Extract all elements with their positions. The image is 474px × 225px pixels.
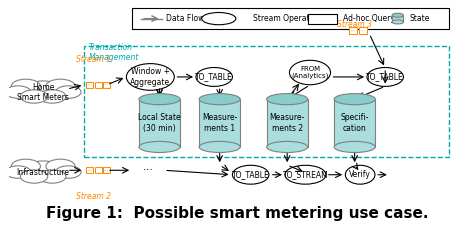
Circle shape xyxy=(20,170,48,183)
Bar xyxy=(132,8,449,29)
Ellipse shape xyxy=(285,165,326,184)
Circle shape xyxy=(11,159,40,173)
Text: Verify: Verify xyxy=(349,170,371,179)
Circle shape xyxy=(46,159,75,173)
Text: ···: ··· xyxy=(104,82,109,87)
Ellipse shape xyxy=(290,60,330,85)
Bar xyxy=(103,82,110,88)
Circle shape xyxy=(5,86,31,98)
Ellipse shape xyxy=(267,94,308,105)
Bar xyxy=(84,46,449,157)
Text: Stream 2: Stream 2 xyxy=(76,192,111,201)
Circle shape xyxy=(46,79,75,93)
Text: Infrastructure: Infrastructure xyxy=(17,168,70,177)
Text: Specifi-
cation: Specifi- cation xyxy=(340,113,369,133)
Bar xyxy=(349,27,357,34)
Circle shape xyxy=(24,161,62,180)
Text: Local State
(30 min): Local State (30 min) xyxy=(138,113,181,133)
Text: Window +
Aggregate: Window + Aggregate xyxy=(130,67,171,87)
Bar xyxy=(359,27,367,34)
Ellipse shape xyxy=(139,94,180,105)
Text: TO_TABLE: TO_TABLE xyxy=(232,170,270,179)
Ellipse shape xyxy=(367,68,403,86)
Bar xyxy=(95,167,101,173)
Text: State: State xyxy=(410,14,430,23)
Ellipse shape xyxy=(392,20,403,24)
Bar xyxy=(86,82,93,88)
Text: Stream 1: Stream 1 xyxy=(76,55,111,64)
Circle shape xyxy=(20,90,48,103)
Text: ···: ··· xyxy=(104,168,109,173)
Ellipse shape xyxy=(267,141,308,153)
Ellipse shape xyxy=(199,94,240,105)
Circle shape xyxy=(55,166,81,178)
Text: ···: ··· xyxy=(87,82,92,87)
Bar xyxy=(334,99,375,147)
Text: ···: ··· xyxy=(360,28,365,33)
Ellipse shape xyxy=(199,141,240,153)
Text: ···: ··· xyxy=(87,168,92,173)
Text: Data Flow: Data Flow xyxy=(166,14,205,23)
Text: Measure-
ments 1: Measure- ments 1 xyxy=(202,113,237,133)
Text: Stream Operator: Stream Operator xyxy=(253,14,318,23)
Ellipse shape xyxy=(201,13,236,25)
Text: TO_TABLE: TO_TABLE xyxy=(366,72,404,81)
Ellipse shape xyxy=(346,165,375,184)
Text: ···: ··· xyxy=(350,28,356,33)
Circle shape xyxy=(11,79,40,93)
Bar xyxy=(139,99,180,147)
Bar xyxy=(103,167,110,173)
Text: Home
Smart Meters: Home Smart Meters xyxy=(17,83,69,102)
Text: ···: ··· xyxy=(143,165,154,175)
Circle shape xyxy=(5,166,31,178)
Bar xyxy=(392,15,403,22)
Text: Stream 3: Stream 3 xyxy=(337,20,373,29)
Text: TO_STREAM: TO_STREAM xyxy=(283,170,328,179)
Ellipse shape xyxy=(392,13,403,17)
Ellipse shape xyxy=(127,64,174,90)
Circle shape xyxy=(24,81,62,100)
Circle shape xyxy=(38,90,66,103)
Text: TO_TABLE: TO_TABLE xyxy=(195,72,233,81)
Bar xyxy=(308,14,337,23)
Circle shape xyxy=(55,86,81,98)
Text: Ad-hoc Query: Ad-hoc Query xyxy=(343,14,395,23)
Ellipse shape xyxy=(334,141,375,153)
Text: Measure-
ments 2: Measure- ments 2 xyxy=(270,113,305,133)
Ellipse shape xyxy=(334,94,375,105)
Bar xyxy=(199,99,240,147)
Bar xyxy=(86,167,93,173)
Circle shape xyxy=(38,170,66,183)
Bar xyxy=(267,99,308,147)
Ellipse shape xyxy=(139,141,180,153)
Bar xyxy=(95,82,101,88)
Ellipse shape xyxy=(232,165,269,184)
Text: Transaction
Management: Transaction Management xyxy=(89,43,139,62)
Text: Figure 1:  Possible smart metering use case.: Figure 1: Possible smart metering use ca… xyxy=(46,206,428,221)
Ellipse shape xyxy=(196,68,232,86)
Text: FROM
(Analytics): FROM (Analytics) xyxy=(292,66,328,79)
